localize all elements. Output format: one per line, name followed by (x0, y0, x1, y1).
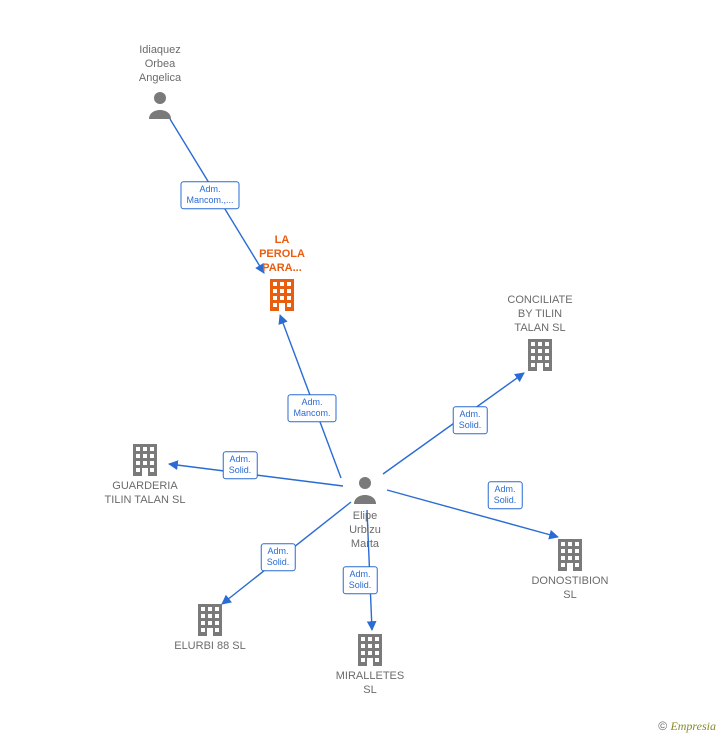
node-label: Idiaquez Orbea Angelica (139, 44, 181, 85)
node-label: ELURBI 88 SL (174, 640, 246, 654)
edge-label: Adm. Solid. (223, 451, 258, 479)
brand-name: Empresia (670, 719, 716, 733)
node-label: GUARDERIA TILIN TALAN SL (105, 480, 186, 508)
edge-label: Adm. Mancom.,... (180, 181, 239, 209)
edge-label: Adm. Solid. (453, 406, 488, 434)
edge-label: Adm. Solid. (343, 566, 378, 594)
edge-label: Adm. Mancom. (287, 394, 336, 422)
person-icon[interactable] (354, 477, 376, 504)
building-icon[interactable] (270, 279, 294, 311)
node-label: Elipe Urbizu Marta (349, 510, 381, 551)
edge-label: Adm. Solid. (488, 481, 523, 509)
node-label: LA PEROLA PARA... (259, 234, 305, 275)
person-icon[interactable] (149, 92, 171, 119)
building-icon[interactable] (133, 444, 157, 476)
node-label: MIRALLETES SL (336, 670, 404, 698)
building-icon[interactable] (528, 339, 552, 371)
building-icon[interactable] (558, 539, 582, 571)
diagram-canvas (0, 0, 728, 740)
edge-label: Adm. Solid. (261, 543, 296, 571)
copyright-symbol: © (658, 719, 667, 733)
building-icon[interactable] (198, 604, 222, 636)
node-label: CONCILIATE BY TILIN TALAN SL (507, 294, 572, 335)
edge (387, 490, 558, 537)
building-icon[interactable] (358, 634, 382, 666)
watermark: © Empresia (658, 719, 716, 734)
node-label: DONOSTIBION SL (531, 575, 608, 603)
